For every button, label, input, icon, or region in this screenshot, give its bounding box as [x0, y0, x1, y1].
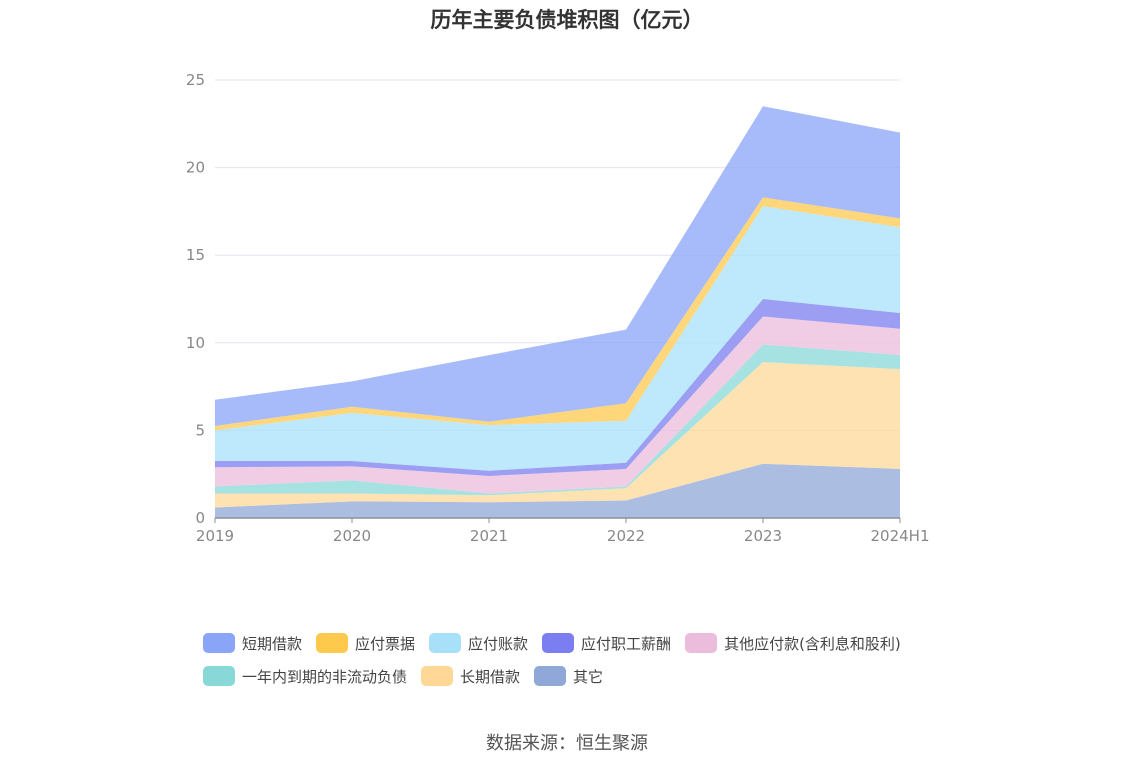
y-tick-label: 15 [186, 246, 205, 264]
area-series [215, 463, 900, 518]
legend-item-long-term-loans[interactable]: 长期借款 [421, 666, 520, 687]
legend-item-other-payables[interactable]: 其他应付款(含利息和股利) [685, 633, 901, 654]
legend: 短期借款 应付票据 应付账款 应付职工薪酬 其他应付款(含利息和股利) 一年内到… [203, 632, 963, 698]
area-series [215, 206, 900, 471]
legend-label: 应付账款 [468, 634, 529, 653]
x-tick-label: 2023 [744, 527, 782, 545]
y-tick-label: 0 [195, 509, 205, 527]
x-tick-label: 2020 [333, 527, 371, 545]
stacked-area-chart: 0 5 10 15 20 25 2019 2020 2021 2022 2023 2024H1 [186, 71, 930, 545]
x-tick-label: 2021 [470, 527, 508, 545]
legend-item-accounts-payable[interactable]: 应付账款 [429, 633, 528, 654]
legend-label: 应付票据 [355, 634, 416, 653]
x-tick-label: 2024H1 [871, 527, 930, 545]
area-series [215, 197, 900, 431]
area-series [215, 362, 900, 508]
legend-label: 应付职工薪酬 [581, 634, 672, 653]
area-series [215, 344, 900, 496]
legend-swatch [685, 633, 718, 653]
x-tick-label: 2019 [196, 527, 234, 545]
legend-label: 其它 [573, 667, 604, 686]
legend-item-short-term-loans[interactable]: 短期借款 [203, 633, 302, 654]
legend-label: 短期借款 [242, 634, 303, 653]
legend-swatch [429, 633, 462, 653]
legend-item-payroll-payable[interactable]: 应付职工薪酬 [542, 633, 671, 654]
legend-row-1: 短期借款 应付票据 应付账款 应付职工薪酬 其他应付款(含利息和股利) [203, 632, 963, 654]
legend-item-current-noncurrent-liabilities[interactable]: 一年内到期的非流动负债 [203, 666, 407, 687]
area-series [215, 316, 900, 494]
legend-item-notes-payable[interactable]: 应付票据 [316, 633, 415, 654]
area-series [215, 106, 900, 427]
legend-label: 其他应付款(含利息和股利) [724, 634, 901, 653]
chart-title: 历年主要负债堆积图（亿元） [430, 8, 704, 32]
legend-swatch [542, 633, 575, 653]
legend-swatch [203, 666, 235, 686]
data-source-note: 数据来源：恒生聚源 [486, 733, 648, 754]
legend-swatch [421, 666, 454, 686]
x-tick-label: 2022 [607, 527, 645, 545]
y-tick-label: 20 [186, 159, 205, 177]
legend-swatch [534, 666, 567, 686]
y-tick-label: 10 [186, 334, 205, 352]
y-tick-label: 25 [186, 71, 205, 89]
area-series [215, 299, 900, 476]
legend-swatch [316, 633, 349, 653]
legend-label: 长期借款 [460, 667, 521, 686]
legend-label: 一年内到期的非流动负债 [242, 667, 408, 686]
legend-swatch [203, 633, 235, 653]
legend-row-2: 一年内到期的非流动负债 长期借款 其它 [203, 665, 963, 687]
legend-item-others[interactable]: 其它 [534, 666, 603, 687]
y-tick-label: 5 [195, 421, 205, 439]
